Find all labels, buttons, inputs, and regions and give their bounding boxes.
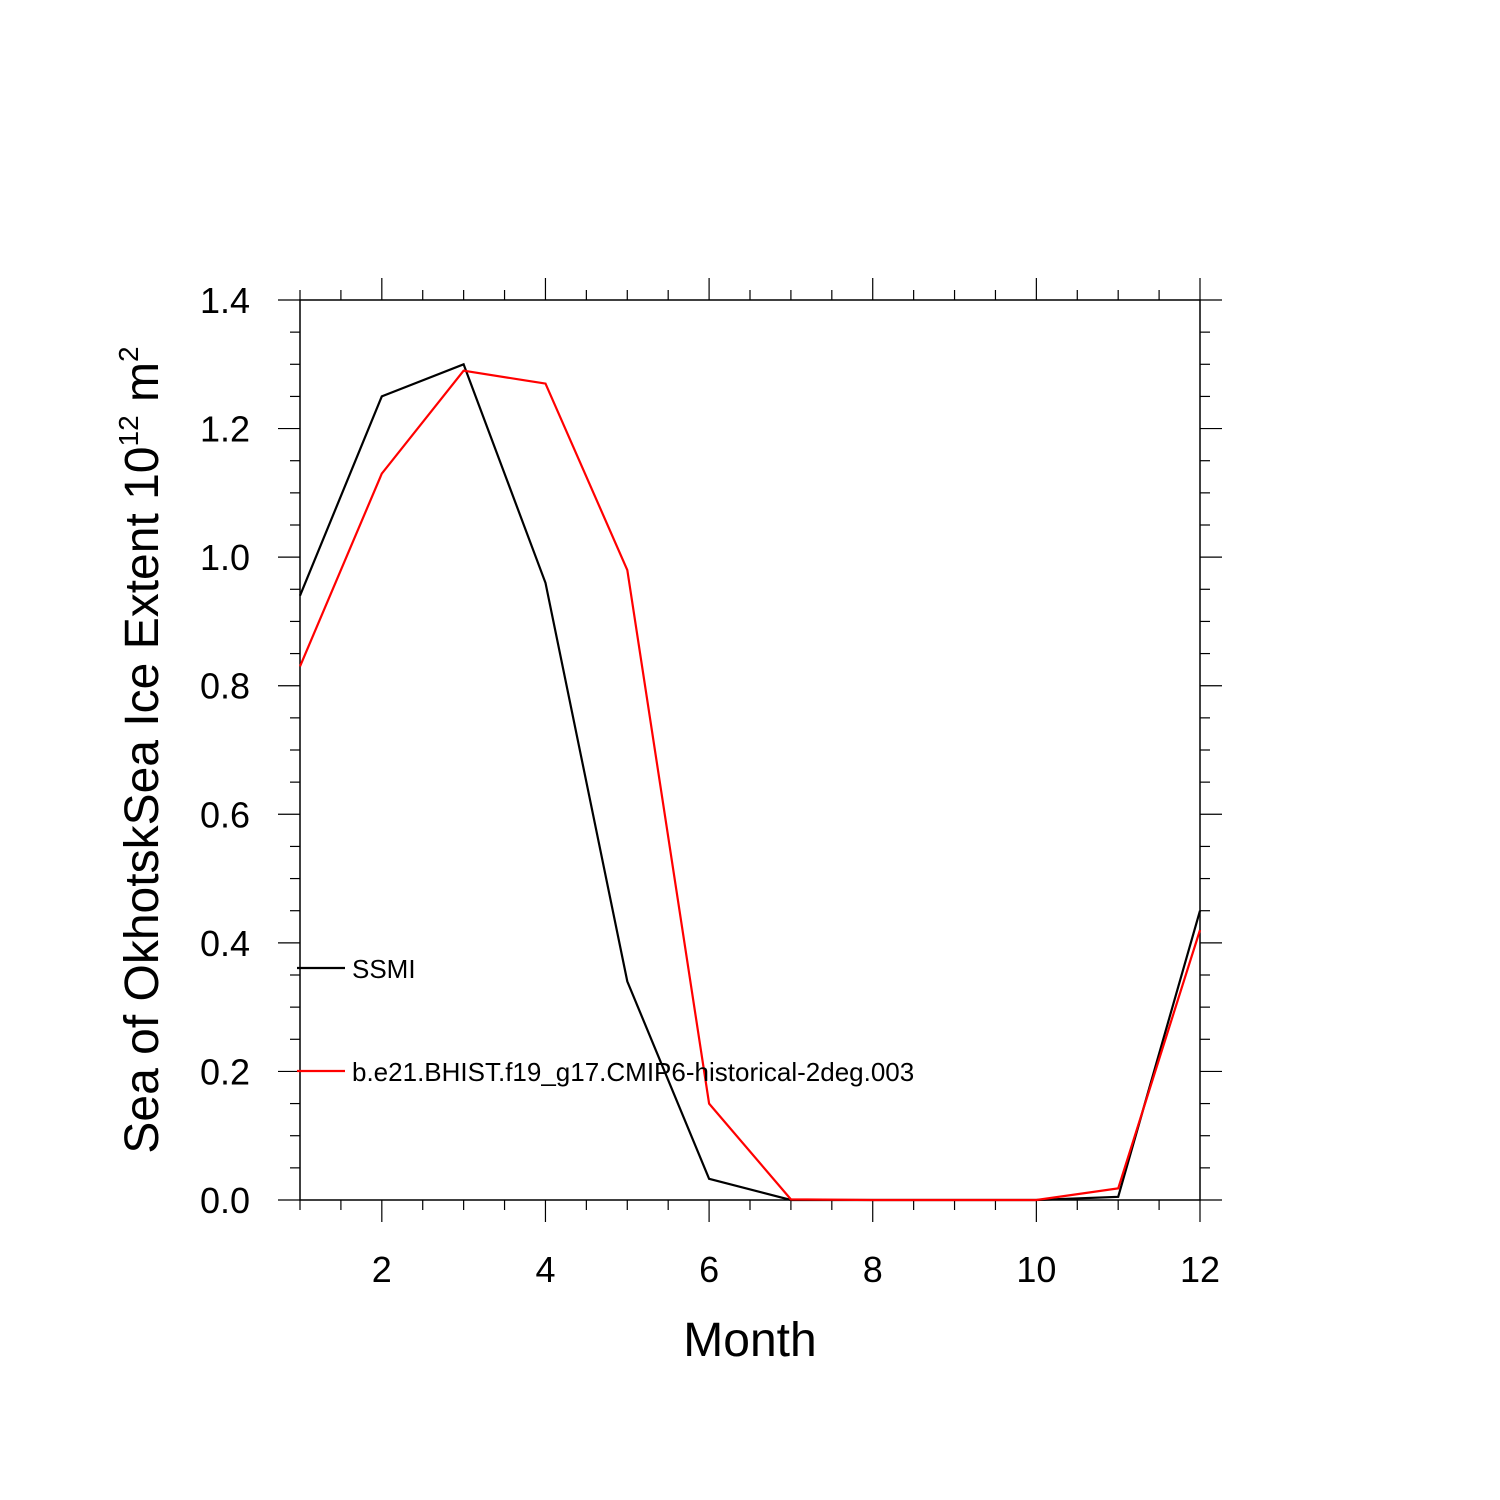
y-axis-title-unit: m [116, 362, 169, 415]
series-line-2 [298, 369, 1202, 1202]
y-tick-label: 0.4 [200, 923, 250, 964]
series-line-1 [298, 362, 1202, 1202]
legend-label-2: b.e21.BHIST.f19_g17.CMIP6-historical-2de… [352, 1057, 914, 1087]
y-tick-label: 1.0 [200, 537, 250, 578]
x-tick-label: 2 [372, 1249, 392, 1290]
y-tick-label: 1.2 [200, 409, 250, 450]
x-tick-label: 6 [699, 1249, 719, 1290]
y-tick-label: 0.2 [200, 1051, 250, 1092]
tick-labels: 2 4 6 8 10 12 0.0 0.2 0.4 0.6 0.8 1.0 1.2 1.4 [200, 280, 1220, 1290]
y-axis-title-exponent: 12 [113, 415, 144, 446]
y-tick-label: 0.8 [200, 666, 250, 707]
y-tick-label: 0.0 [200, 1180, 250, 1221]
x-tick-label: 10 [1016, 1249, 1056, 1290]
y-axis-title: Sea of OkhotskSea Ice Extent 1012 m2 [113, 346, 169, 1153]
x-axis-title: Month [683, 1314, 816, 1367]
y-tick-label: 1.4 [200, 280, 250, 321]
legend: SSMI b.e21.BHIST.f19_g17.CMIP6-historical… [297, 954, 914, 1087]
x-tick-label: 12 [1180, 1249, 1220, 1290]
y-axis-title-unit-exponent: 2 [113, 346, 144, 362]
series-lines [298, 362, 1202, 1202]
legend-label-1: SSMI [352, 954, 416, 984]
x-tick-label: 8 [863, 1249, 883, 1290]
x-tick-label: 4 [535, 1249, 555, 1290]
y-tick-label: 0.6 [200, 794, 250, 835]
y-axis-title-main: Sea of OkhotskSea Ice Extent 10 [116, 446, 169, 1153]
axis-ticks [278, 278, 1222, 1222]
